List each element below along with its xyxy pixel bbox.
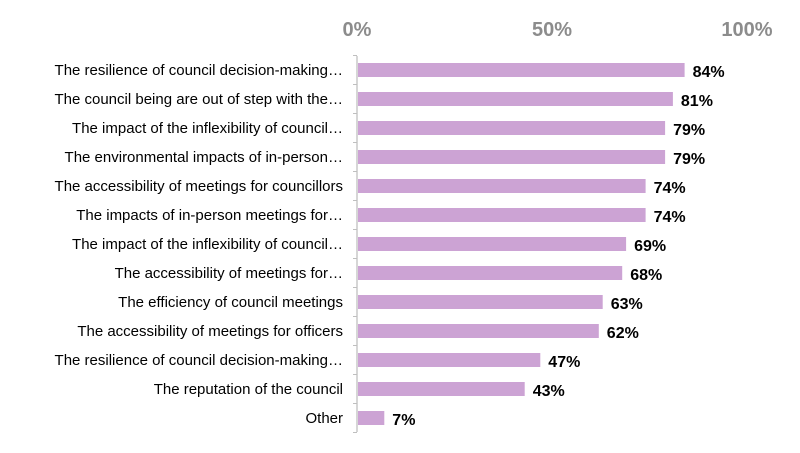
bar (358, 121, 666, 135)
data-label: 43% (533, 383, 565, 400)
category-label: The reputation of the council (154, 381, 343, 398)
data-label: 47% (548, 354, 580, 371)
bar (358, 295, 603, 309)
data-label: 74% (654, 180, 686, 197)
category-label: The resilience of council decision-makin… (55, 62, 343, 79)
data-label: 62% (607, 325, 639, 342)
bar (358, 324, 599, 338)
bars (358, 63, 685, 425)
data-label: 79% (673, 151, 705, 168)
category-label: The impact of the inflexibility of counc… (72, 120, 343, 137)
category-label: Other (305, 410, 343, 427)
bar (358, 237, 627, 251)
data-label: 69% (634, 238, 666, 255)
category-label: The impact of the inflexibility of counc… (72, 236, 343, 253)
bar (358, 208, 646, 222)
category-label: The efficiency of council meetings (118, 294, 343, 311)
category-label: The council being are out of step with t… (54, 91, 343, 108)
data-label: 79% (673, 122, 705, 139)
x-axis-tick-labels: 0% 50% 100% (343, 19, 773, 41)
bar (358, 150, 666, 164)
bar (358, 179, 646, 193)
bar (358, 266, 623, 280)
category-label: The environmental impacts of in-person… (65, 149, 343, 166)
bar (358, 353, 541, 367)
x-tick-label: 50% (532, 19, 572, 41)
category-label: The accessibility of meetings for office… (77, 323, 343, 340)
category-label: The accessibility of meetings for… (115, 265, 343, 282)
bar (358, 382, 525, 396)
x-tick-label: 0% (343, 19, 372, 41)
data-label: 63% (611, 296, 643, 313)
bar (358, 411, 385, 425)
data-label: 74% (654, 209, 686, 226)
category-label: The accessibility of meetings for counci… (55, 178, 343, 195)
category-labels: The resilience of council decision-makin… (54, 62, 343, 427)
category-label: The resilience of council decision-makin… (55, 352, 343, 369)
data-label: 68% (630, 267, 662, 284)
y-axis-ticks (353, 55, 357, 433)
bar (358, 92, 673, 106)
data-label: 84% (693, 64, 725, 81)
data-labels: 84% 81% 79% 79% 74% 74% 69% 68% 63% 62% 47% 43% 7% (392, 64, 724, 429)
bar (358, 63, 685, 77)
data-label: 81% (681, 93, 713, 110)
data-label: 7% (392, 412, 415, 429)
x-tick-label: 100% (721, 19, 772, 41)
category-label: The impacts of in-person meetings for… (76, 207, 343, 224)
